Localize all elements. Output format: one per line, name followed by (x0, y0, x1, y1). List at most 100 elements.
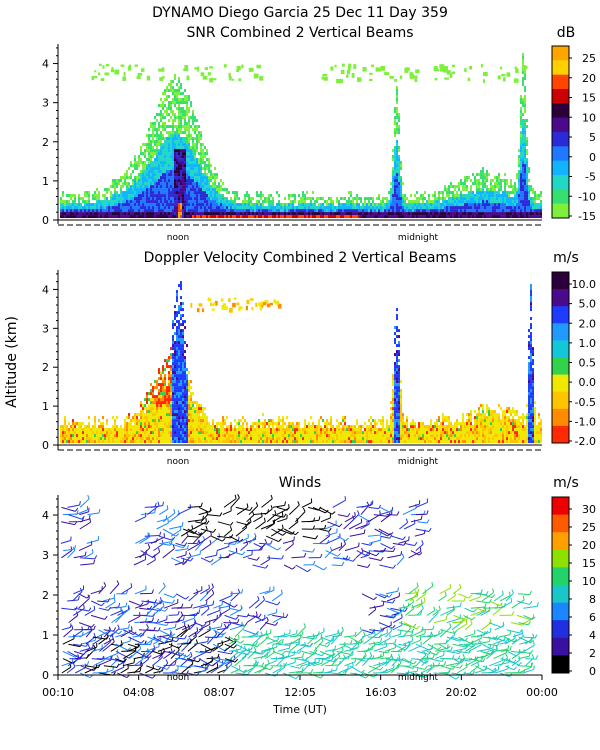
snr-cell (396, 89, 398, 93)
doppler-cell (172, 434, 174, 438)
doppler-cell (170, 347, 172, 351)
doppler-cell (98, 425, 100, 429)
snr-cell (292, 212, 294, 216)
snr-cell (202, 188, 204, 192)
snr-cell (406, 215, 408, 219)
doppler-cell (192, 407, 194, 411)
snr-cell (440, 191, 442, 195)
snr-cell (330, 215, 332, 219)
colorbar-swatch (552, 189, 569, 205)
doppler-cell (140, 425, 142, 429)
snr-cell (310, 197, 312, 201)
snr-cell (454, 215, 456, 219)
doppler-cell (176, 371, 178, 375)
snr-cell (520, 197, 522, 201)
doppler-cell (368, 425, 370, 429)
snr-cell (194, 179, 196, 183)
snr-cell (152, 179, 154, 183)
snr-cell (126, 173, 128, 177)
doppler-cell (332, 431, 334, 435)
snr-cell (176, 149, 178, 153)
snr-cell (218, 200, 220, 204)
snr-cell (344, 197, 346, 201)
doppler-cell (88, 434, 90, 438)
snr-cell (476, 194, 478, 198)
doppler-cell (170, 389, 172, 393)
snr-cell (526, 173, 528, 177)
snr-cell (504, 215, 506, 219)
snr-cell (466, 185, 468, 189)
snr-cell (456, 185, 458, 189)
doppler-cell (176, 422, 178, 426)
snr-cell (176, 182, 178, 186)
doppler-cell (106, 428, 108, 432)
snr-cell (296, 209, 298, 213)
snr-cell (182, 116, 184, 120)
snr-cell (158, 140, 160, 144)
snr-cell (246, 200, 248, 204)
snr-cell (364, 203, 366, 207)
doppler-cell (190, 413, 192, 417)
snr-cell (100, 78, 105, 81)
snr-cell (386, 197, 388, 201)
doppler-cell (194, 425, 196, 429)
snr-cell (126, 185, 128, 189)
snr-cell (170, 83, 172, 87)
snr-cell (148, 176, 150, 180)
doppler-cell (166, 413, 168, 417)
snr-cell (478, 173, 480, 177)
snr-cell (268, 194, 270, 198)
snr-cell (506, 194, 508, 198)
snr-cell (524, 140, 526, 144)
doppler-cell (114, 437, 116, 441)
snr-cell (178, 179, 180, 183)
doppler-cell (182, 332, 184, 336)
snr-cell (190, 176, 192, 180)
doppler-cell (152, 404, 154, 408)
snr-cell (420, 209, 422, 213)
snr-cell (408, 200, 410, 204)
doppler-cell (284, 428, 286, 432)
doppler-cell (138, 425, 140, 429)
snr-cell (394, 197, 396, 201)
snr-cell (396, 143, 398, 147)
snr-cell (156, 140, 158, 144)
doppler-cell (350, 440, 352, 444)
snr-cell (454, 188, 456, 192)
snr-cell (284, 212, 286, 216)
snr-cell (172, 146, 174, 150)
snr-cell (476, 188, 478, 192)
doppler-cell (82, 440, 84, 444)
doppler-cell (182, 398, 184, 402)
snr-cell (428, 194, 430, 198)
snr-cell (478, 185, 480, 189)
snr-cell (158, 143, 160, 147)
snr-cell (260, 215, 262, 219)
snr-cell (508, 200, 510, 204)
snr-cell (154, 179, 156, 183)
doppler-cell (92, 437, 94, 441)
snr-cell (328, 197, 330, 201)
snr-cell (260, 194, 262, 198)
snr-cell (352, 197, 354, 201)
doppler-cell (138, 419, 140, 423)
snr-cell (209, 77, 214, 83)
snr-cell (504, 203, 506, 207)
snr-cell (150, 209, 152, 213)
snr-cell (202, 215, 204, 219)
snr-cell (440, 68, 444, 72)
snr-cell (480, 212, 482, 216)
doppler-cell (344, 425, 346, 429)
snr-cell (520, 116, 522, 120)
snr-cell (94, 209, 96, 213)
snr-cell (482, 209, 484, 213)
colorbar-swatch (552, 74, 569, 90)
doppler-cell (246, 428, 248, 432)
doppler-cell (346, 440, 348, 444)
doppler-cell (150, 437, 152, 441)
doppler-cell (146, 437, 148, 441)
doppler-cell (340, 434, 342, 438)
doppler-cell (164, 395, 166, 399)
doppler-cell (180, 341, 182, 345)
doppler-cell (196, 440, 198, 444)
